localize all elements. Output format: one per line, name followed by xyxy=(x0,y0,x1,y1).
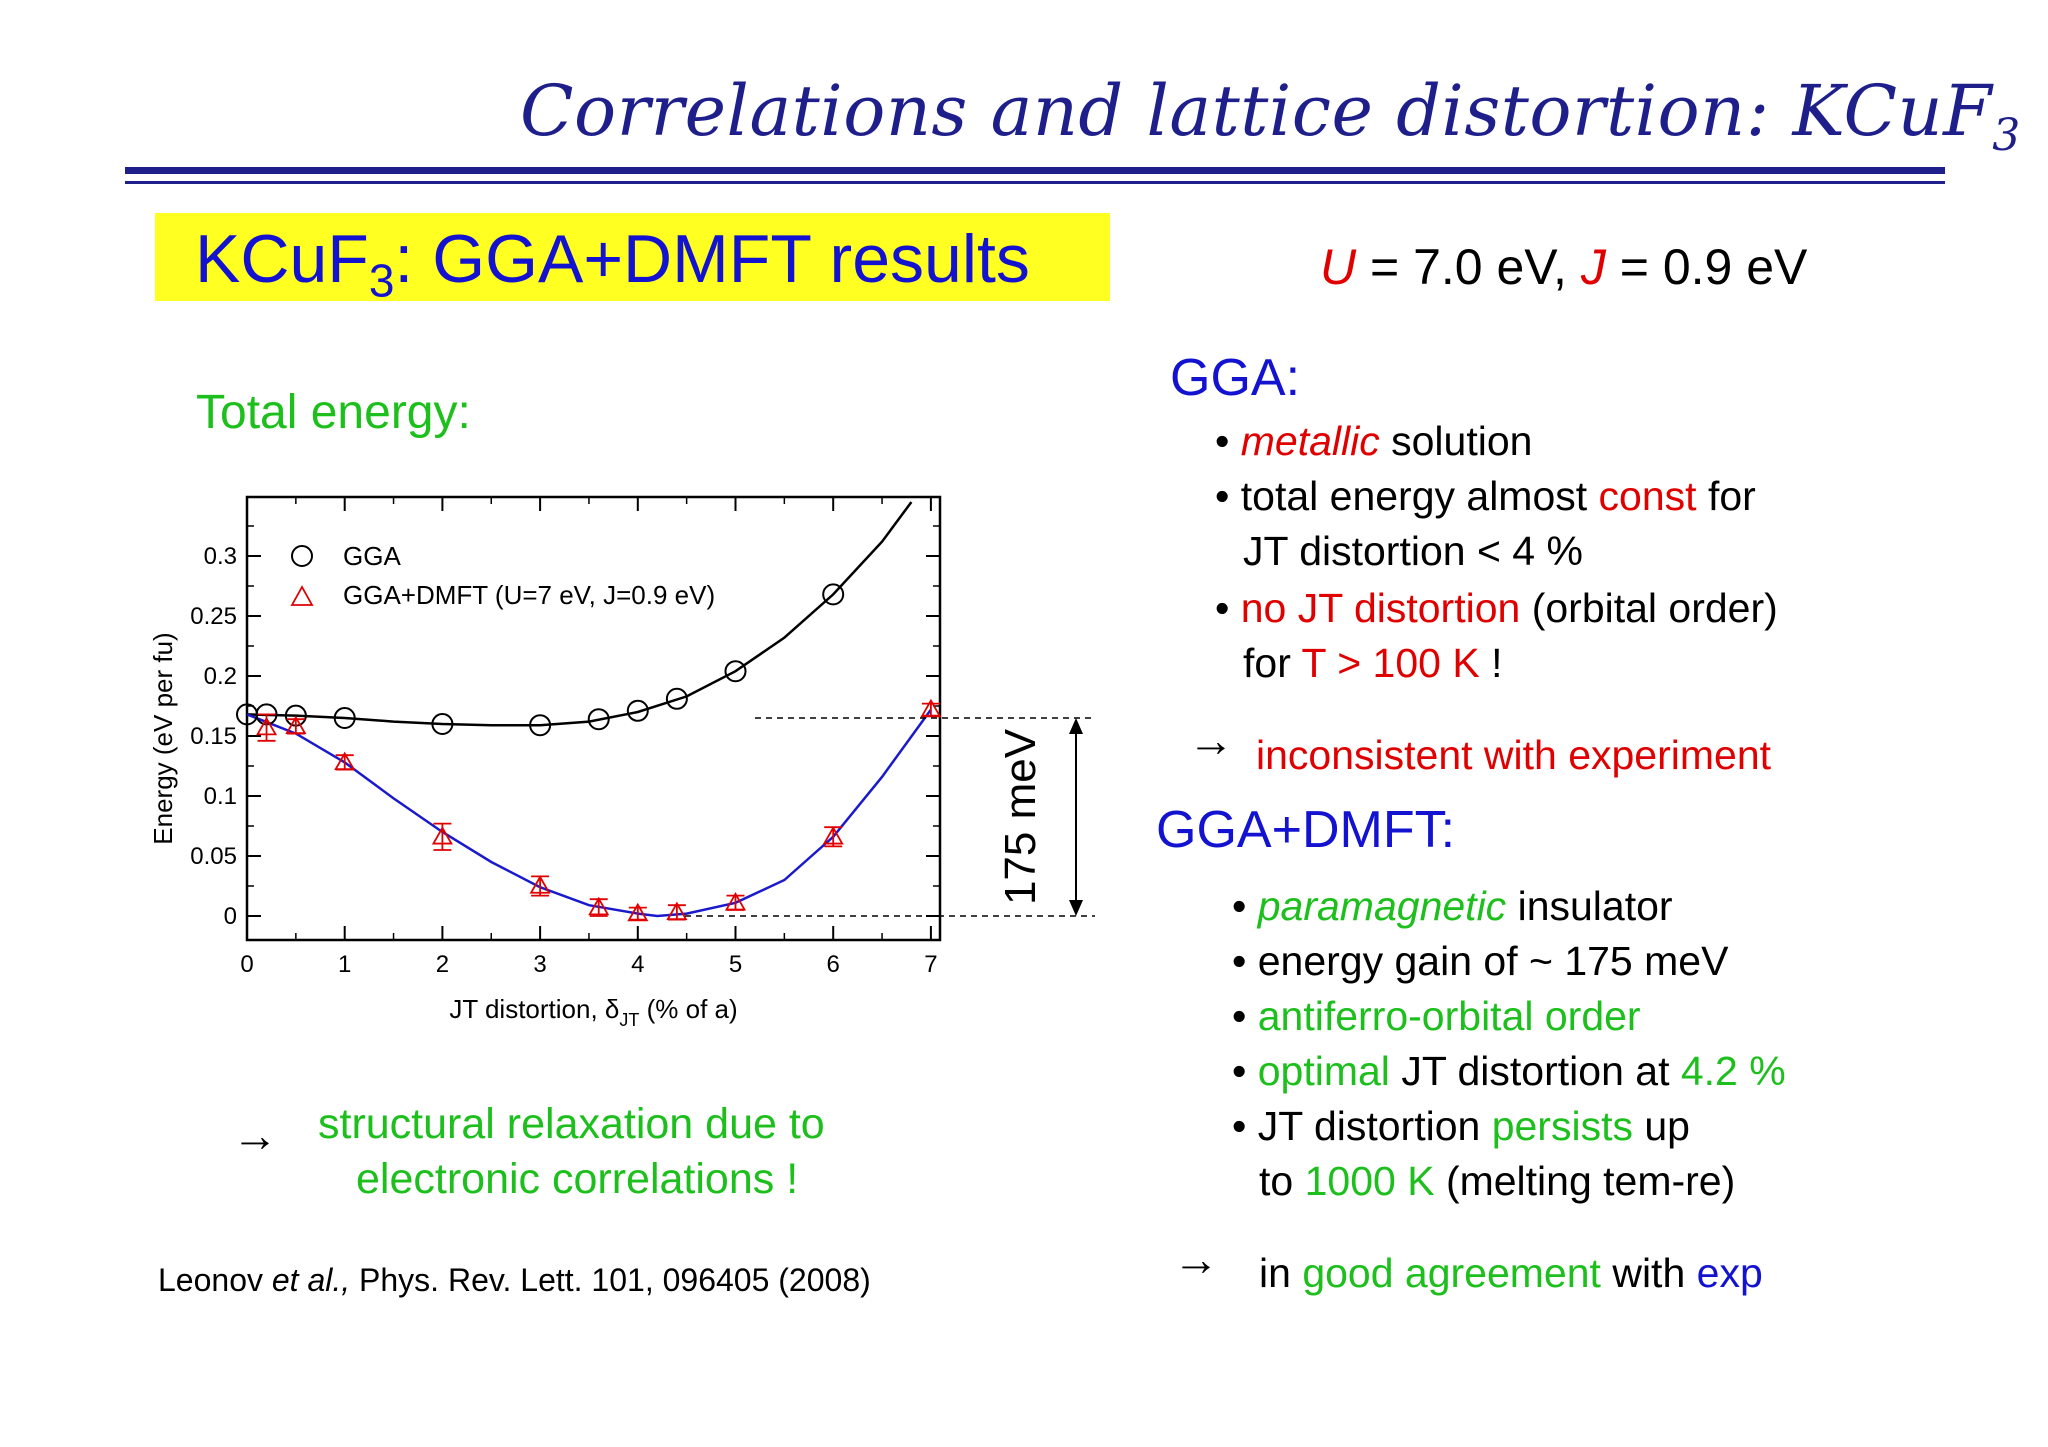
gga-heading: GGA: xyxy=(1170,349,1301,407)
banner-title: KCuF3: GGA+DMFT results xyxy=(195,221,1030,307)
energy-chart: 0 1 2 3 4 5 6 7 0 0.05 0.1 0.15 0.2 0.25 0.3 JT distort… xyxy=(148,495,1095,1030)
conclusion-line-2: electronic correlations ! xyxy=(356,1155,799,1203)
dmft-point xyxy=(255,716,278,736)
dmft-point xyxy=(588,896,610,916)
banner-box xyxy=(155,213,1110,301)
y-tick-label: 0.05 xyxy=(190,843,237,870)
y-tick-label: 0 xyxy=(224,903,237,930)
y-tick-label: 0.3 xyxy=(204,543,237,570)
annotation-arrowhead-top xyxy=(1069,718,1083,734)
legend-dmft-marker xyxy=(290,585,314,606)
conclusion-arrow-icon: → xyxy=(232,1109,278,1161)
dmft-arrow-icon: → xyxy=(1173,1233,1219,1285)
legend-gga-marker xyxy=(291,545,313,567)
gga-point xyxy=(724,660,747,683)
y-tick-label: 0.25 xyxy=(190,603,237,630)
dmft-verdict: in good agreement with exp xyxy=(1259,1250,1763,1296)
gga-point xyxy=(626,699,649,722)
dmft-point xyxy=(529,875,551,894)
gga-verdict: inconsistent with experiment xyxy=(1256,732,1772,778)
y-axis-label: Energy (eV per fu) xyxy=(148,632,178,844)
dmft-point xyxy=(285,715,307,735)
x-tick-label: 0 xyxy=(240,951,253,978)
dmft-point xyxy=(666,901,688,921)
legend-gga-label: GGA xyxy=(343,541,401,571)
x-tick-label: 2 xyxy=(436,951,449,978)
y-tick-label: 0.15 xyxy=(190,723,237,750)
banner-subscript: 3 xyxy=(368,254,395,307)
plot-frame xyxy=(245,495,942,942)
x-tick-label: 6 xyxy=(827,951,840,978)
dmft-heading: GGA+DMFT: xyxy=(1156,801,1456,859)
gga-point xyxy=(822,583,845,606)
x-tick-label: 5 xyxy=(729,951,742,978)
dmft-point xyxy=(724,891,747,911)
gga-point xyxy=(431,713,454,735)
dmft-point xyxy=(627,902,649,922)
dmft-bullet-orbital-order: • antiferro-orbital order xyxy=(1232,993,1641,1039)
dmft-bullet-persists-line2: to 1000 K (melting tem-re) xyxy=(1259,1158,1736,1204)
x-tick-label: 7 xyxy=(924,951,937,978)
gga-bullet-no-jt: • no JT distortion (orbital order) xyxy=(1215,585,1778,631)
gga-point xyxy=(529,714,552,737)
dmft-point xyxy=(822,825,844,845)
x-tick-label: 1 xyxy=(338,951,351,978)
conclusion-line-1: structural relaxation due to xyxy=(318,1100,825,1148)
x-tick-label: 3 xyxy=(533,951,546,978)
gga-arrow-icon: → xyxy=(1188,714,1234,766)
gga-bullet-no-jt-line2: for T > 100 K ! xyxy=(1243,640,1503,686)
gga-point xyxy=(333,707,356,729)
parameters-line: U = 7.0 eV, J = 0.9 eV xyxy=(1320,239,1808,295)
gga-bullet-energy: • total energy almost const for xyxy=(1215,473,1756,519)
gga-fit-line xyxy=(247,501,913,727)
dmft-point xyxy=(334,751,356,771)
slide-title: Correlations and lattice distortion: KCu… xyxy=(520,70,2021,161)
legend-dmft-label: GGA+DMFT (U=7 eV, J=0.9 eV) xyxy=(343,580,715,610)
gga-point xyxy=(587,708,610,731)
y-tick-label: 0.1 xyxy=(204,783,237,810)
dmft-bullet-energy-gain: • energy gain of ~ 175 meV xyxy=(1232,938,1729,984)
gga-point xyxy=(665,687,688,710)
dmft-fit-line xyxy=(247,708,932,918)
gga-bullet-metallic: • metallic solution xyxy=(1215,418,1533,464)
total-energy-label: Total energy: xyxy=(196,386,471,439)
annotation-arrowhead-bottom xyxy=(1069,900,1083,916)
gga-bullet-energy-line2: JT distortion < 4 % xyxy=(1243,528,1583,574)
annotation-label: 175 meV xyxy=(996,728,1045,905)
slide-title-subscript: 3 xyxy=(1992,110,2021,161)
title-rule-thin xyxy=(125,181,1945,184)
x-tick-label: 4 xyxy=(631,951,644,978)
dmft-bullet-optimal: • optimal JT distortion at 4.2 % xyxy=(1232,1048,1786,1094)
title-rule-thick xyxy=(125,167,1945,174)
dmft-bullet-persists: • JT distortion persists up xyxy=(1232,1103,1690,1149)
x-axis-label: JT distortion, δJT (% of a) xyxy=(449,994,737,1030)
dmft-point xyxy=(431,825,453,845)
reference-citation: Leonov et al., Phys. Rev. Lett. 101, 096… xyxy=(158,1262,871,1298)
dmft-point xyxy=(920,698,942,718)
dmft-bullet-paramagnetic: • paramagnetic insulator xyxy=(1232,883,1673,929)
y-tick-label: 0.2 xyxy=(204,663,237,690)
